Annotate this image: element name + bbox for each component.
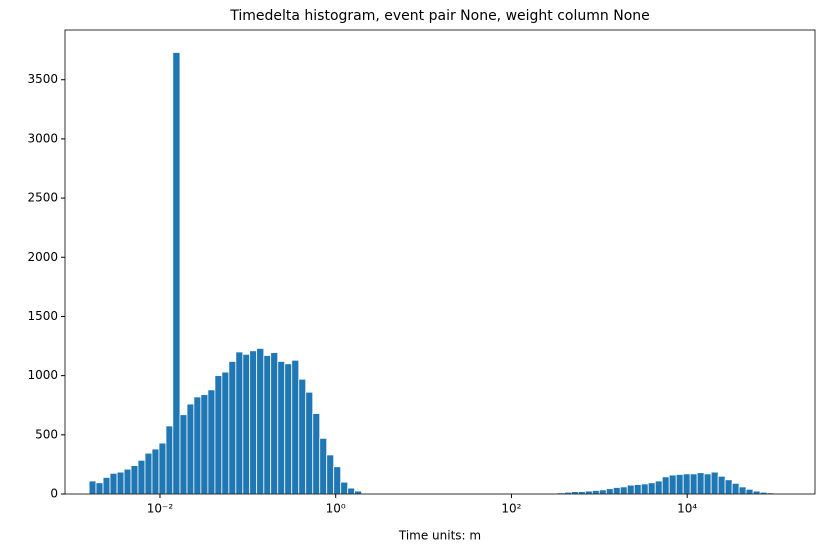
x-tick-label: 10⁰ — [326, 502, 346, 516]
bar — [207, 389, 216, 495]
x-tick-label: 10² — [501, 502, 521, 516]
bar — [193, 396, 202, 495]
bar — [654, 480, 663, 495]
bar — [333, 466, 342, 495]
bar — [689, 473, 698, 495]
bar — [661, 476, 670, 495]
y-tick-label: 3500 — [27, 72, 58, 86]
bar — [228, 361, 237, 495]
bar — [340, 481, 349, 495]
bar — [137, 459, 146, 495]
x-axis-label: Time units: m — [398, 529, 481, 543]
bar — [354, 490, 362, 495]
bar — [626, 484, 635, 495]
bar — [591, 490, 600, 495]
bar — [584, 490, 593, 495]
bar — [675, 474, 684, 495]
bar — [598, 489, 607, 495]
bar — [270, 352, 279, 495]
bar — [200, 394, 209, 495]
bar — [710, 471, 719, 495]
bar — [95, 482, 104, 495]
bar — [151, 448, 160, 495]
bar — [123, 468, 132, 495]
bar — [165, 425, 174, 495]
bar — [745, 488, 754, 495]
bar — [319, 437, 328, 495]
bar — [647, 482, 656, 495]
bar — [256, 348, 265, 495]
bar — [221, 371, 230, 495]
bar — [633, 484, 642, 495]
y-tick-label: 0 — [50, 487, 58, 501]
bar — [605, 488, 614, 495]
bar — [752, 490, 761, 495]
bar — [682, 473, 691, 495]
x-tick-label: 10⁴ — [677, 502, 697, 516]
bar — [102, 477, 111, 495]
bar — [696, 472, 705, 495]
bar — [738, 486, 747, 495]
bar — [612, 487, 621, 495]
bar — [731, 482, 740, 495]
y-tick-label: 2500 — [27, 191, 58, 205]
bar — [116, 471, 125, 495]
chart-title: Timedelta histogram, event pair None, we… — [229, 8, 650, 24]
bar — [186, 403, 195, 495]
bar — [703, 473, 712, 495]
bar — [158, 442, 167, 495]
plot-frame — [64, 29, 816, 495]
bar — [291, 359, 300, 495]
bar — [305, 391, 314, 495]
y-tick-label: 1000 — [27, 368, 58, 382]
y-tick-label: 2000 — [27, 250, 58, 264]
bar — [242, 353, 251, 495]
bar — [144, 452, 153, 495]
bar — [717, 475, 726, 495]
bar — [277, 361, 286, 495]
bar — [724, 479, 733, 495]
bar — [179, 414, 188, 495]
y-tick-label: 500 — [35, 427, 58, 441]
bar — [284, 363, 293, 495]
bar — [130, 465, 139, 495]
x-tick-label: 10⁻² — [147, 502, 174, 516]
bar — [263, 355, 272, 495]
bar — [109, 472, 118, 495]
y-tick-label: 3000 — [27, 131, 58, 145]
bar — [312, 413, 321, 495]
bar — [214, 375, 223, 495]
bar — [668, 474, 677, 495]
bar — [88, 480, 97, 495]
bar — [347, 487, 355, 495]
bar — [172, 52, 181, 495]
bar — [619, 486, 628, 495]
bar — [249, 350, 258, 495]
bar — [235, 351, 244, 495]
y-tick-label: 1500 — [27, 309, 58, 323]
bar — [298, 378, 307, 495]
bar — [640, 483, 649, 495]
bar — [326, 454, 335, 495]
